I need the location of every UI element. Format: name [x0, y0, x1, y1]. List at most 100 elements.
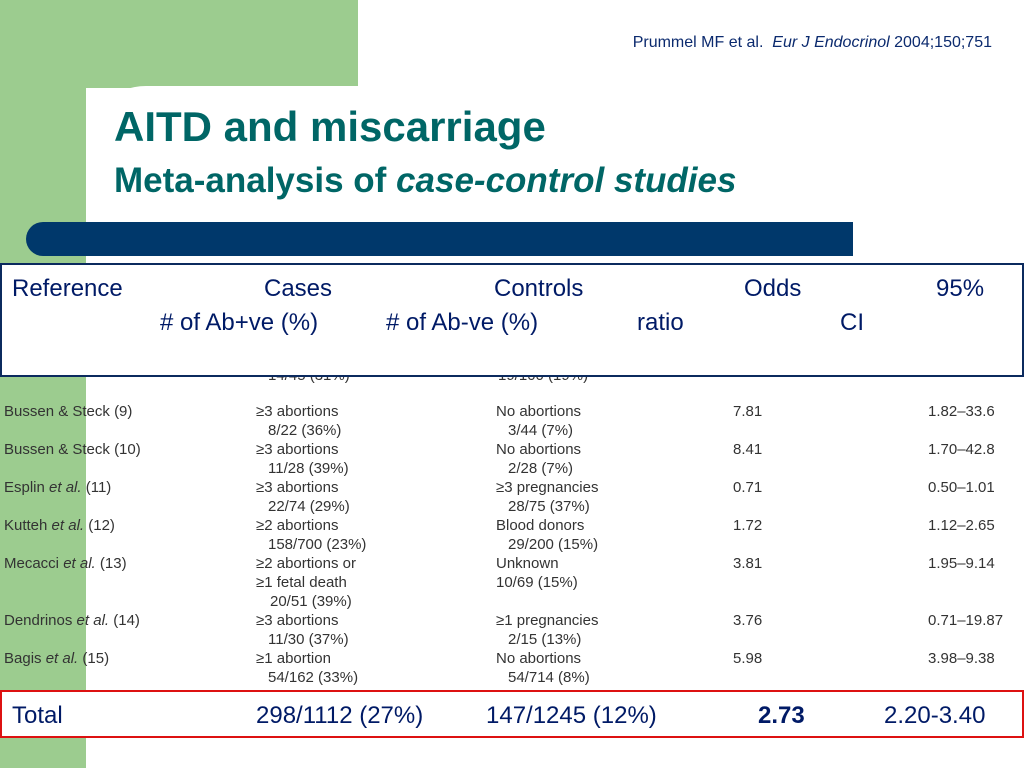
content-panel [86, 86, 1024, 768]
odds-ratio: 3.76 [733, 612, 763, 629]
table-row: Kutteh et al. (12) ≥2 abortions Blood dono… [0, 517, 1024, 536]
header-ratio: ratio [637, 309, 684, 336]
study-author: Mecacci [4, 555, 60, 572]
cases-value: 11/30 (37%) [268, 631, 349, 648]
cases-definition: ≥2 abortions or [256, 555, 356, 572]
citation-ref: 2004;150;751 [894, 34, 992, 51]
header-95: 95% [936, 275, 985, 302]
controls-value: 3/44 (7%) [508, 422, 574, 439]
controls-definition: No abortions [496, 403, 582, 420]
study-etal: et al. [76, 612, 110, 629]
total-cases: 298/1112 (27%) [256, 702, 424, 729]
subtitle-emphasis: case-control studies [396, 161, 737, 200]
cases-definition: ≥3 abortions [256, 612, 339, 629]
study-etal: et al. [45, 650, 79, 667]
study-reference: Bagis et al. (15) [4, 650, 109, 667]
controls-value: 10/69 (15%) [496, 574, 578, 591]
confidence-interval: 1.95–9.14 [928, 555, 995, 572]
table-row: 22/74 (29%) 28/75 (37%) [0, 498, 1024, 517]
citation-authors: Prummel MF et al. [632, 34, 764, 51]
confidence-interval: 0.50–1.01 [928, 479, 995, 496]
study-number: (12) [88, 517, 115, 534]
table-row: 11/30 (37%) 2/15 (13%) [0, 631, 1024, 650]
study-table: 14/45 (31%) 19/100 (19%) Bussen & Steck … [0, 365, 1024, 695]
table-row: Esplin et al. (11) ≥3 abortions ≥3 pregnan… [0, 479, 1024, 498]
study-number: (14) [113, 612, 140, 629]
study-author: Kutteh [4, 517, 48, 534]
controls-definition: ≥1 pregnancies [496, 612, 599, 629]
cases-value: 8/22 (36%) [268, 422, 342, 439]
controls-value: 2/28 (7%) [508, 460, 574, 477]
confidence-interval: 1.70–42.8 [928, 441, 995, 458]
header-controls-sub: # of Ab-ve (%) [386, 309, 539, 336]
header-cases: Cases [264, 275, 333, 302]
slide-subtitle: Meta-analysis of case-control studies [114, 160, 736, 202]
confidence-interval: 1.12–2.65 [928, 517, 995, 534]
cases-value: 22/74 (29%) [268, 498, 350, 515]
citation-journal: Eur J Endocrinol [772, 34, 890, 51]
table-row: Bussen & Steck (10) ≥3 abortions No aborti… [0, 441, 1024, 460]
table-row: 11/28 (39%) 2/28 (7%) [0, 460, 1024, 479]
cases-definition: ≥3 abortions [256, 441, 339, 458]
table-header-box: Reference Cases Controls Odds 95% # of A… [0, 263, 1024, 377]
study-number: (10) [114, 441, 141, 458]
odds-ratio: 0.71 [733, 479, 763, 496]
citation: Prummel MF et al. Eur J Endocrinol 2004;… [633, 34, 992, 52]
study-number: (11) [85, 479, 112, 496]
odds-ratio: 3.81 [733, 555, 763, 572]
cases-value: 54/162 (33%) [268, 669, 359, 686]
odds-ratio: 5.98 [733, 650, 763, 667]
odds-ratio: 8.41 [733, 441, 763, 458]
cases-value: 158/700 (23%) [268, 536, 367, 553]
odds-ratio: 1.72 [733, 517, 763, 534]
study-number: (15) [82, 650, 110, 667]
table-row: 20/51 (39%) [0, 593, 1024, 612]
controls-definition: ≥3 pregnancies [496, 479, 599, 496]
top-green-block [0, 0, 358, 88]
controls-definition: No abortions [496, 441, 582, 458]
header-ci: CI [840, 309, 864, 336]
study-reference: Kutteh et al. (12) [4, 517, 115, 534]
study-author: Bagis [4, 650, 42, 667]
table-row: 8/22 (36%) 3/44 (7%) [0, 422, 1024, 441]
total-label: Total [12, 702, 63, 729]
controls-definition: No abortions [496, 650, 582, 667]
cases-definition: ≥3 abortions [256, 403, 339, 420]
study-author: Dendrinos [4, 612, 73, 629]
cases-definition: ≥3 abortions [256, 479, 339, 496]
confidence-interval: 0.71–19.87 [928, 612, 1004, 629]
study-reference: Dendrinos et al. (14) [4, 612, 140, 629]
subtitle-prefix: Meta-analysis of [114, 161, 387, 200]
odds-ratio: 7.81 [733, 403, 763, 420]
table-row: 158/700 (23%) 29/200 (15%) [0, 536, 1024, 555]
cases-definition: ≥2 abortions [256, 517, 339, 534]
confidence-interval: 1.82–33.6 [928, 403, 995, 420]
total-odds-ratio: 2.73 [758, 702, 805, 729]
study-etal: et al. [49, 479, 82, 496]
study-etal: et al. [63, 555, 96, 572]
study-author: Esplin [4, 479, 45, 496]
study-reference: Mecacci et al. (13) [4, 555, 127, 572]
table-row: Dendrinos et al. (14) ≥3 abortions ≥1 preg… [0, 612, 1024, 631]
study-author: Bussen & Steck [4, 403, 110, 420]
study-author: Bussen & Steck [4, 441, 110, 458]
table-row: 54/162 (33%) 54/714 (8%) [0, 669, 1024, 688]
table-row: ≥1 fetal death 10/69 (15%) [0, 574, 1024, 593]
header-cases-sub: # of Ab+ve (%) [160, 309, 319, 336]
controls-value: 28/75 (37%) [508, 498, 590, 515]
cases-value: 20/51 (39%) [270, 593, 352, 610]
controls-value: 54/714 (8%) [508, 669, 590, 686]
table-row: Mecacci et al. (13) ≥2 abortions or Unknow… [0, 555, 1024, 574]
study-etal: et al. [51, 517, 85, 534]
study-reference: Esplin et al. (11) [4, 479, 111, 496]
study-reference: Bussen & Steck (10) [4, 441, 141, 458]
study-number: (9) [114, 403, 133, 420]
header-odds: Odds [744, 275, 802, 302]
study-number: (13) [99, 555, 127, 572]
controls-value: 2/15 (13%) [508, 631, 582, 648]
title-divider-bar [26, 222, 853, 256]
cases-definition-extra: ≥1 fetal death [256, 574, 347, 591]
total-controls: 147/1245 (12%) [486, 702, 657, 729]
left-green-strip [0, 0, 86, 768]
controls-value: 29/200 (15%) [508, 536, 599, 553]
